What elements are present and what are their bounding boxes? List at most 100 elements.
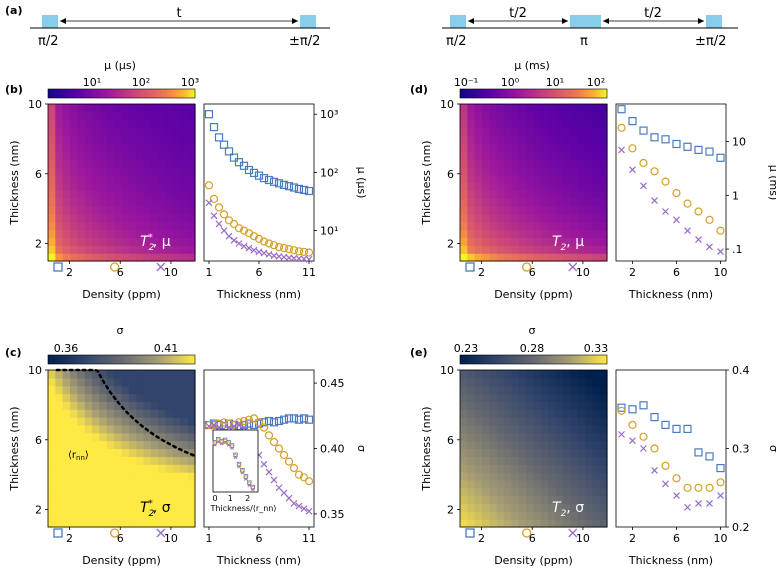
heatmap-cell [106, 111, 115, 121]
y-axis-label: σ [355, 445, 368, 452]
heatmap-cell [511, 143, 520, 152]
colorbar-e-tick-0: 0.23 [454, 342, 479, 355]
data-point-square [239, 161, 249, 170]
heatmap-cell [62, 182, 71, 191]
heatmap-cell [511, 377, 520, 387]
heatmap-cell [482, 229, 490, 239]
heatmap-cell [114, 511, 123, 520]
heatmap-cell [577, 104, 586, 113]
heatmap-cell [180, 206, 189, 215]
heatmap-cell [55, 448, 64, 457]
heatmap-cell [482, 448, 490, 457]
heatmap-cell [555, 424, 564, 434]
heatmap-cell [136, 432, 145, 442]
heatmap-cell [562, 127, 571, 136]
heatmap-cell [84, 472, 93, 481]
heatmap-cell [548, 464, 557, 473]
heatmap-cell [460, 111, 468, 121]
heatmap-cell [562, 229, 571, 239]
data-point-square [304, 186, 314, 196]
heatmap-cell [562, 370, 571, 379]
heatmap-cell [584, 111, 593, 121]
heatmap-cell [128, 166, 137, 176]
heatmap-cell [106, 182, 115, 191]
heatmap-cell [555, 409, 564, 418]
heatmap-cell [496, 503, 505, 512]
heatmap-cell [577, 370, 586, 379]
heatmap-cell [489, 182, 498, 191]
heatmap-cell [592, 111, 601, 121]
heatmap-cell [121, 245, 130, 254]
heatmap-cell [172, 479, 181, 489]
data-point-circle [683, 483, 692, 492]
data-point-circle [269, 437, 279, 447]
heatmap-cell [467, 503, 476, 512]
heatmap-cell [106, 503, 115, 512]
heatmap-cell [187, 111, 196, 121]
heatmap-cell [114, 174, 123, 184]
heatmap-cell [482, 127, 490, 136]
heatmap-cell [121, 158, 130, 168]
data-point-square [259, 174, 269, 183]
annotation-c: T2*, σ ⟨rnn⟩ [68, 450, 171, 519]
heatmap-cell [504, 503, 513, 512]
heatmap-cell [562, 151, 571, 160]
heatmap-cell [577, 190, 586, 199]
heatmap-cell [165, 119, 174, 129]
data-point-circle [214, 203, 224, 212]
heatmap-cell [136, 253, 145, 262]
heatmap-cell [48, 151, 56, 160]
heatmap-cell [496, 104, 505, 113]
heatmap-cell [62, 111, 71, 121]
heatmap-cell [77, 464, 86, 473]
heatmap-cell [577, 111, 586, 121]
data-point-circle [672, 474, 681, 483]
heatmap-cell [48, 456, 56, 465]
pulse-d-end [706, 15, 722, 28]
data-point-x [275, 484, 283, 492]
heatmap-cell [518, 456, 527, 465]
heatmap-cell [599, 190, 608, 199]
heatmap-cell [592, 151, 601, 160]
heatmap-cell [128, 495, 137, 505]
heatmap-cell [555, 190, 564, 199]
heatmap-cell [165, 511, 174, 520]
data-point-x [662, 480, 669, 488]
heatmap-cell [114, 221, 123, 231]
heatmap-cell [172, 417, 181, 426]
data-point-circle [304, 477, 314, 486]
heatmap-cell [106, 495, 115, 505]
heatmap-cell [158, 229, 167, 239]
data-point-circle [264, 239, 274, 248]
annotation-e: T2, σ [552, 500, 584, 519]
heatmap-cell [496, 377, 505, 387]
heatmap-cell [187, 370, 196, 379]
heatmap-cell [48, 111, 56, 121]
heatmap-cell [518, 151, 527, 160]
heatmap-cell [474, 245, 483, 254]
heatmap-cell [150, 221, 159, 231]
x-tick-label: 6 [256, 532, 263, 545]
heatmap-cell [48, 174, 56, 184]
heatmap-cell [62, 213, 71, 223]
heatmap-cell [584, 464, 593, 473]
heatmap-cell [599, 135, 608, 144]
heatmap-cell [99, 190, 108, 199]
data-point-square [705, 147, 714, 156]
data-point-square [279, 415, 289, 424]
heatmap-cell [106, 393, 115, 402]
x-axis-label: Density (ppm) [494, 554, 573, 567]
data-point-circle [628, 144, 637, 153]
heatmap-cell [562, 417, 571, 426]
heatmap-cell [187, 448, 196, 457]
heatmap-cell [48, 401, 56, 410]
colorbar-c-tick-0: 0.36 [54, 342, 79, 355]
heatmap-cell [158, 487, 167, 497]
heatmap-cell [150, 119, 159, 129]
heatmap-cell [180, 135, 189, 144]
heatmap-cell [577, 229, 586, 239]
y-tick-label: .1 [732, 243, 743, 256]
heatmap-cell [84, 503, 93, 512]
heatmap-cell [55, 401, 64, 410]
heatmap-cell [143, 104, 152, 113]
